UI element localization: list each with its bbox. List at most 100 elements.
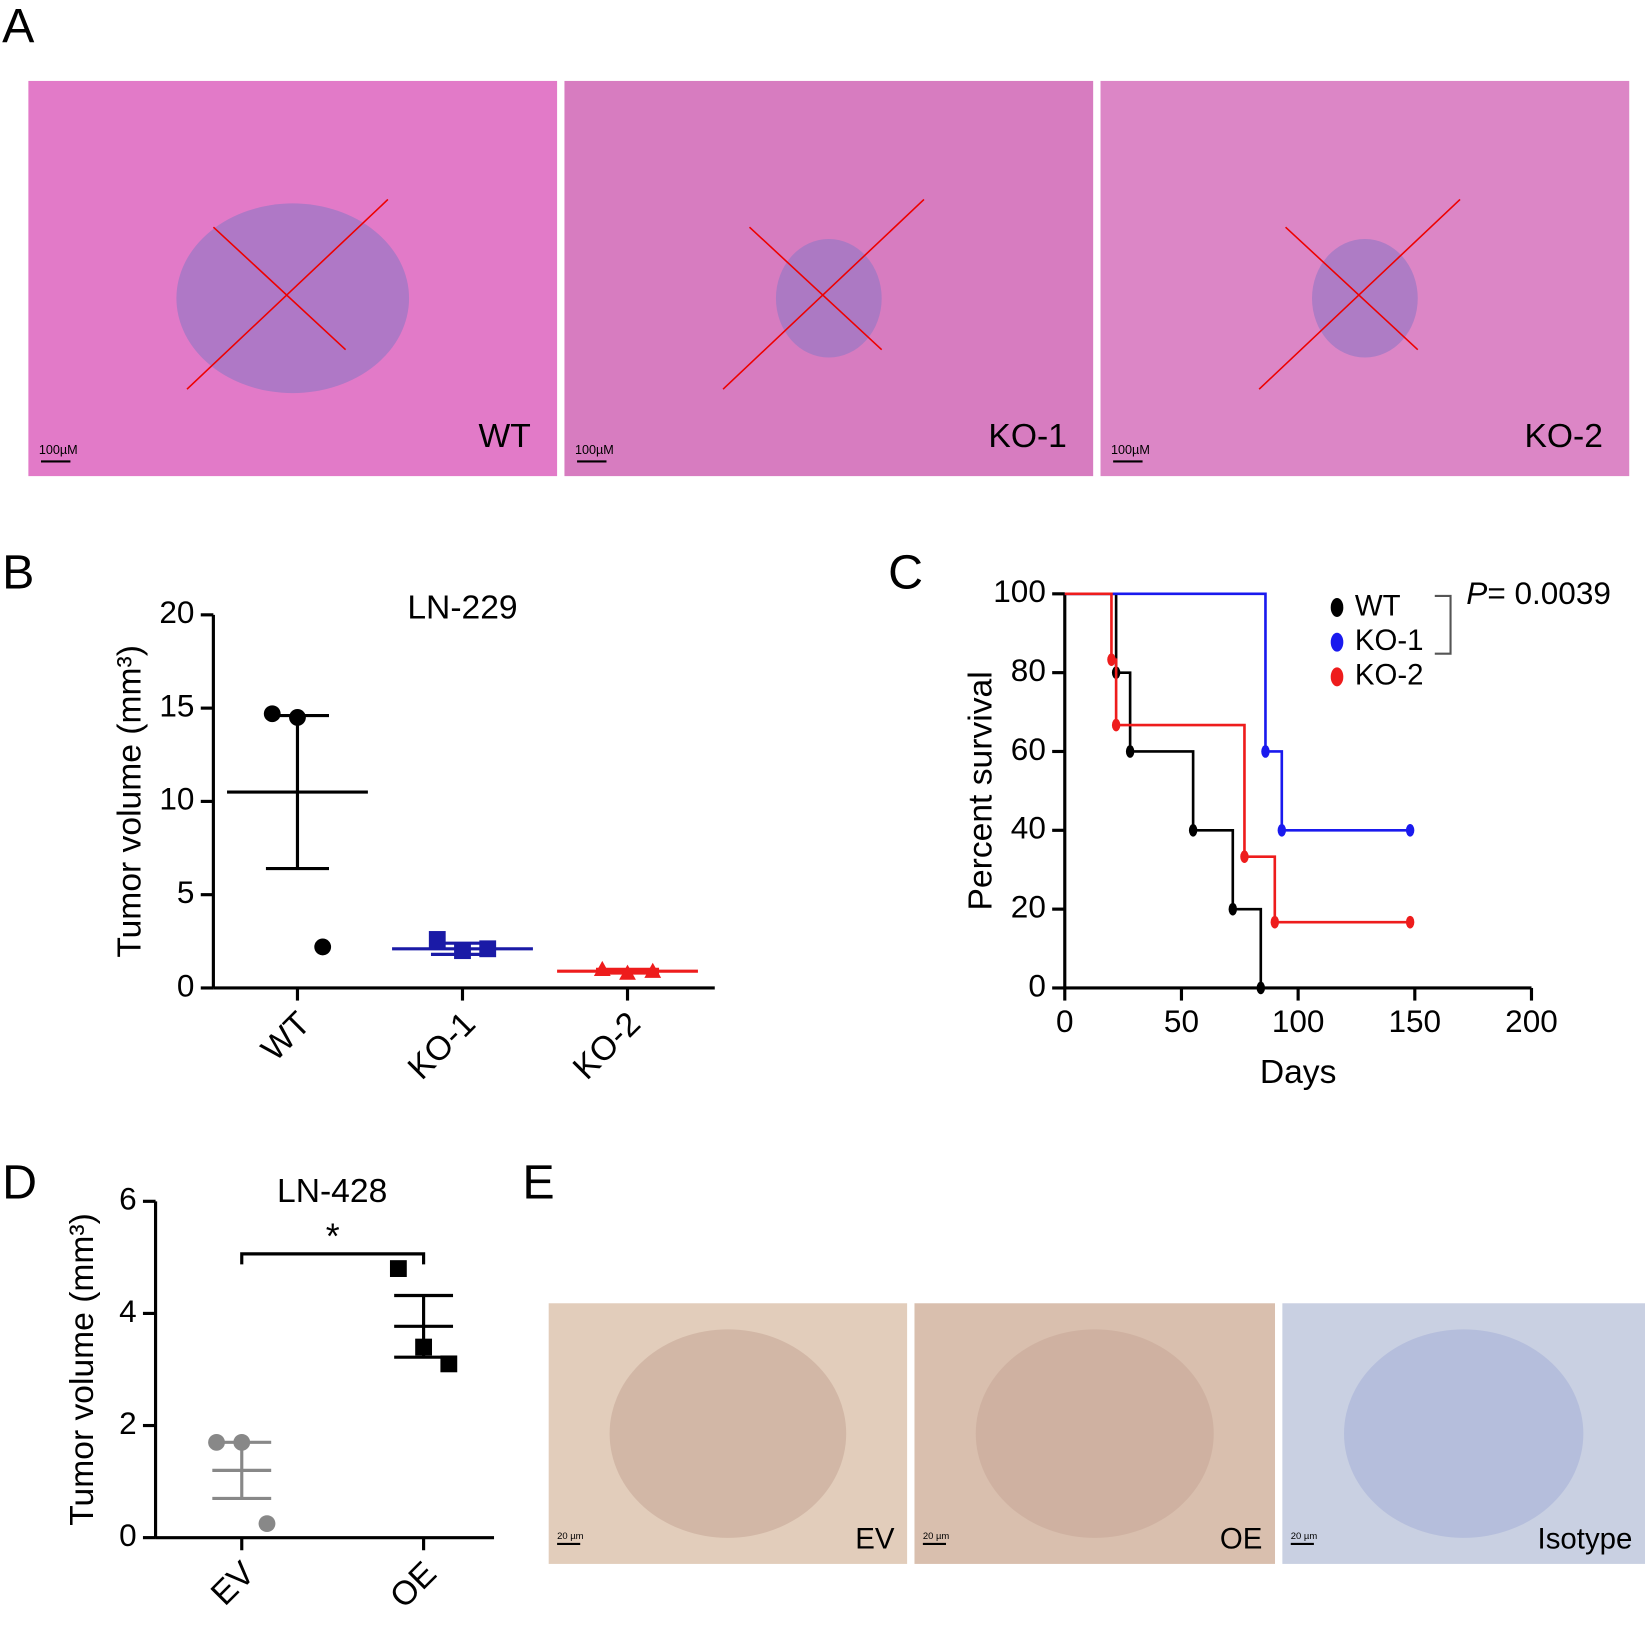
- step-marker: [1228, 902, 1237, 916]
- x-tick-label: KO-1: [401, 1005, 483, 1087]
- data-point: [428, 931, 446, 948]
- y-tick-label: 10: [159, 781, 194, 817]
- chart-title: LN-428: [277, 1173, 387, 1210]
- step-marker: [1107, 653, 1116, 666]
- data-point: [258, 1515, 276, 1533]
- image-label: EV: [855, 1523, 895, 1556]
- panel-letter: C: [888, 546, 923, 600]
- survival-line: [1064, 592, 1411, 924]
- panel-letter: E: [522, 1155, 554, 1209]
- measure-line: [212, 226, 347, 351]
- data-point: [479, 940, 497, 958]
- significance-mark: *: [326, 1217, 340, 1257]
- step-marker: [1111, 718, 1121, 732]
- step-marker: [1270, 915, 1280, 929]
- tissue-region: [775, 239, 882, 358]
- legend-label: KO-2: [1355, 659, 1424, 692]
- data-point: [415, 1338, 433, 1356]
- legend-label: WT: [1355, 589, 1401, 622]
- image-label: KO-2: [1524, 418, 1602, 455]
- x-tick-label: WT: [255, 1005, 318, 1068]
- scale-label: 100µM: [39, 443, 78, 457]
- tissue-region: [975, 1329, 1214, 1538]
- step-marker: [1405, 915, 1415, 929]
- panel-letter: B: [2, 546, 34, 600]
- x-tick-label: 150: [1389, 1003, 1442, 1039]
- x-tick-label: 0: [1056, 1003, 1074, 1039]
- p-value: P= 0.0039: [1466, 575, 1611, 611]
- measure-line: [1285, 226, 1419, 351]
- legend-marker: [1330, 598, 1344, 617]
- data-point: [208, 1433, 225, 1451]
- data-point: [289, 709, 306, 726]
- data-point: [314, 938, 332, 956]
- tissue-region: [1344, 1329, 1584, 1538]
- data-point: [263, 705, 281, 723]
- x-tick-label: 200: [1505, 1003, 1558, 1039]
- data-point: [454, 942, 471, 960]
- y-tick-label: 0: [1028, 967, 1046, 1003]
- y-tick-label: 0: [119, 1517, 137, 1553]
- y-tick-label: 0: [177, 967, 195, 1003]
- step-marker: [1256, 981, 1265, 995]
- y-tick-label: 20: [1011, 888, 1046, 924]
- step-marker: [1188, 824, 1198, 837]
- y-tick-label: 15: [159, 687, 194, 723]
- legend-label: KO-1: [1355, 624, 1424, 657]
- panel-letter: D: [2, 1155, 37, 1209]
- measure-line: [186, 198, 389, 390]
- significance-bracket: [240, 1252, 426, 1265]
- tissue-region: [1312, 239, 1418, 358]
- measure-line: [748, 226, 883, 351]
- bracket: [1434, 594, 1452, 655]
- chart-title: LN-229: [407, 589, 517, 626]
- x-tick-label: 50: [1164, 1003, 1199, 1039]
- measure-line: [1258, 198, 1461, 390]
- y-tick-label: 80: [1011, 652, 1046, 688]
- image-label: Isotype: [1538, 1523, 1633, 1556]
- data-point: [593, 960, 611, 977]
- tissue-region: [176, 203, 410, 394]
- y-tick-label: 4: [119, 1293, 137, 1329]
- image-label: OE: [1220, 1523, 1263, 1556]
- p-text: = 0.0039: [1487, 575, 1611, 611]
- x-tick-label: 100: [1272, 1003, 1325, 1039]
- y-axis-label: Tumor volume (mm³): [64, 1213, 101, 1526]
- x-axis-label: Days: [1260, 1054, 1337, 1091]
- y-tick-label: 2: [119, 1405, 137, 1441]
- data-point: [619, 964, 636, 980]
- scale-label: 20 µm: [923, 1531, 950, 1542]
- image-label: KO-1: [988, 418, 1066, 455]
- p-symbol: P: [1466, 575, 1487, 611]
- y-tick-label: 20: [159, 594, 194, 630]
- tissue-region: [609, 1329, 847, 1538]
- survival-line: [1064, 592, 1263, 988]
- scale-label: 20 µm: [557, 1531, 584, 1542]
- step-marker: [1240, 850, 1249, 864]
- y-tick-label: 100: [993, 573, 1046, 609]
- y-tick-label: 40: [1011, 810, 1046, 846]
- scale-label: 100µM: [575, 443, 614, 457]
- scale-label: 20 µm: [1291, 1531, 1318, 1542]
- step-marker: [1277, 824, 1287, 837]
- measure-line: [722, 198, 925, 390]
- y-tick-label: 60: [1011, 731, 1046, 767]
- x-tick-label: KO-2: [566, 1005, 648, 1087]
- legend-marker: [1330, 667, 1344, 687]
- data-point: [644, 962, 662, 978]
- scale-label: 100µM: [1111, 443, 1150, 457]
- survival-line: [1064, 592, 1411, 832]
- step-marker: [1125, 745, 1135, 758]
- y-tick-label: 6: [119, 1181, 137, 1217]
- y-tick-label: 5: [177, 874, 195, 910]
- data-point: [233, 1433, 251, 1451]
- y-axis-label: Percent survival: [963, 671, 1000, 910]
- x-tick-label: OE: [383, 1555, 444, 1616]
- step-marker: [1405, 824, 1415, 837]
- step-marker: [1261, 745, 1270, 758]
- data-point: [440, 1355, 458, 1373]
- legend-marker: [1330, 632, 1344, 652]
- data-point: [389, 1260, 407, 1277]
- image-label: WT: [479, 418, 531, 455]
